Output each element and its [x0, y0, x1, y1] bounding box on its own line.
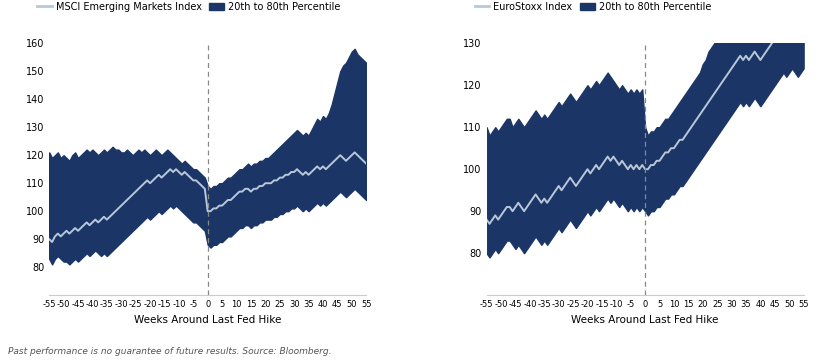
- Legend: EuroStoxx Index, 20th to 80th Percentile: EuroStoxx Index, 20th to 80th Percentile: [470, 0, 714, 15]
- Text: Past performance is no guarantee of future results. Source: Bloomberg.: Past performance is no guarantee of futu…: [8, 347, 332, 356]
- X-axis label: Weeks Around Last Fed Hike: Weeks Around Last Fed Hike: [133, 315, 281, 325]
- Legend: MSCI Emerging Markets Index, 20th to 80th Percentile: MSCI Emerging Markets Index, 20th to 80t…: [34, 0, 344, 15]
- X-axis label: Weeks Around Last Fed Hike: Weeks Around Last Fed Hike: [571, 315, 718, 325]
